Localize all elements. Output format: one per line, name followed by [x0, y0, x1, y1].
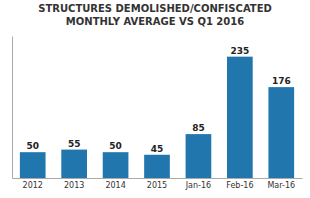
x-tick: 2014 — [105, 181, 125, 190]
y-axis — [12, 37, 13, 179]
data-label: 45 — [151, 144, 164, 154]
bar — [103, 152, 129, 178]
data-label: 50 — [109, 141, 122, 151]
x-tick-label: 2014 — [105, 181, 125, 190]
subtitle: MONTHLY AVERAGE VS Q1 2016 — [66, 16, 244, 27]
data-label: 235 — [230, 46, 249, 56]
bar — [61, 150, 87, 178]
x-tick-label: Mar-16 — [267, 181, 295, 190]
plot: 2012201320142015Jan-16Feb-16Mar-16505550… — [13, 37, 303, 190]
bar — [144, 155, 170, 178]
title: STRUCTURES DEMOLISHED/CONFISCATED — [38, 3, 272, 14]
x-tick: 2015 — [147, 181, 167, 190]
bar — [227, 57, 253, 178]
x-tick-label: 2013 — [64, 181, 84, 190]
y-axis-line — [12, 37, 13, 179]
x-tick: Jan-16 — [185, 181, 211, 190]
data-label: 176 — [272, 76, 291, 86]
x-tick-label: Jan-16 — [185, 181, 211, 190]
bar — [268, 87, 294, 178]
data-label: 85 — [192, 123, 205, 133]
x-axis-line — [13, 178, 303, 179]
x-tick-label: 2012 — [23, 181, 43, 190]
x-axis: 2012 2013 2014 2015 Jan-16 Feb-16 Mar-16 — [13, 179, 303, 190]
bar — [20, 152, 46, 178]
x-tick-label: Feb-16 — [226, 181, 253, 190]
x-tick: 2012 — [23, 181, 43, 190]
x-tick-label: 2015 — [147, 181, 167, 190]
x-tick: Feb-16 — [226, 181, 253, 190]
x-tick: Mar-16 — [267, 181, 295, 190]
data-label: 50 — [26, 141, 39, 151]
chart: STRUCTURES DEMOLISHED/CONFISCATED MONTHLY… — [0, 0, 310, 198]
bars — [20, 57, 294, 178]
x-tick: 2013 — [64, 181, 84, 190]
data-labels: 50 55 50 45 85 235 176 — [26, 46, 290, 154]
bar — [186, 134, 212, 178]
data-label: 55 — [68, 139, 81, 149]
